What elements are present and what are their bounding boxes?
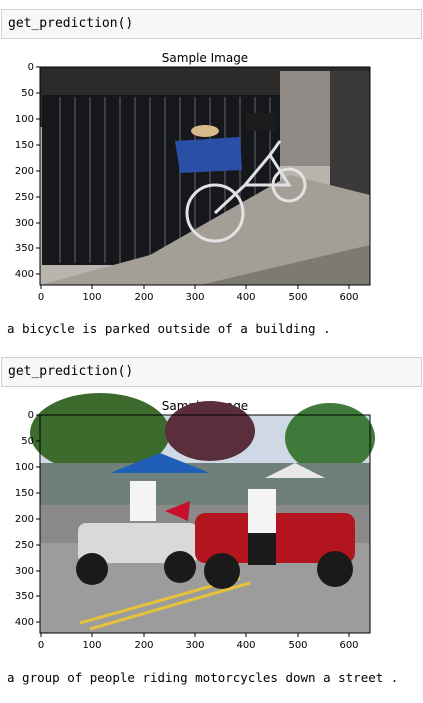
y-tick-label: 100 (15, 114, 34, 125)
sample-photo-motorcycles (30, 393, 375, 633)
y-tick-label: 250 (15, 540, 34, 551)
y-tick-label: 200 (15, 514, 34, 525)
y-tick-label: 100 (15, 462, 34, 473)
y-tick-label: 50 (21, 436, 34, 447)
x-axis: 0 100 200 300 400 500 600 (38, 285, 359, 303)
y-tick-label: 0 (28, 410, 34, 421)
x-tick-label: 0 (38, 292, 44, 303)
x-tick-label: 0 (38, 640, 44, 651)
image-plot: Sample Image (0, 393, 423, 653)
code-cell-input[interactable]: get_prediction() (1, 9, 422, 39)
y-tick-label: 400 (15, 617, 34, 628)
x-tick-label: 600 (339, 640, 358, 651)
y-tick-label: 350 (15, 243, 34, 254)
code-cell-input[interactable]: get_prediction() (1, 357, 422, 387)
y-tick-label: 300 (15, 566, 34, 577)
y-tick-label: 300 (15, 218, 34, 229)
y-axis: 0 50 100 150 200 250 300 350 400 (15, 410, 40, 628)
prediction-caption: a bicycle is parked outside of a buildin… (7, 321, 331, 336)
x-tick-label: 300 (185, 640, 204, 651)
prediction-caption: a group of people riding motorcycles dow… (7, 670, 399, 685)
x-tick-label: 300 (185, 292, 204, 303)
x-axis: 0 100 200 300 400 500 600 (38, 633, 359, 651)
y-axis: 0 50 100 150 200 250 300 350 400 (15, 62, 40, 280)
x-tick-label: 500 (288, 640, 307, 651)
x-tick-label: 200 (134, 292, 153, 303)
x-tick-label: 200 (134, 640, 153, 651)
y-tick-label: 150 (15, 140, 34, 151)
x-tick-label: 600 (339, 292, 358, 303)
plot-svg: Sample Image (15, 51, 371, 303)
x-tick-label: 400 (236, 292, 255, 303)
y-tick-label: 350 (15, 591, 34, 602)
plot-svg: Sample Image (15, 393, 375, 651)
y-tick-label: 0 (28, 62, 34, 73)
y-tick-label: 150 (15, 488, 34, 499)
x-tick-label: 500 (288, 292, 307, 303)
x-tick-label: 400 (236, 640, 255, 651)
plot-title: Sample Image (162, 51, 248, 65)
y-tick-label: 400 (15, 269, 34, 280)
x-tick-label: 100 (82, 292, 101, 303)
sample-photo-bicycle (40, 67, 370, 285)
y-tick-label: 250 (15, 192, 34, 203)
y-tick-label: 50 (21, 88, 34, 99)
y-tick-label: 200 (15, 166, 34, 177)
image-plot: Sample Image (0, 45, 423, 305)
x-tick-label: 100 (82, 640, 101, 651)
